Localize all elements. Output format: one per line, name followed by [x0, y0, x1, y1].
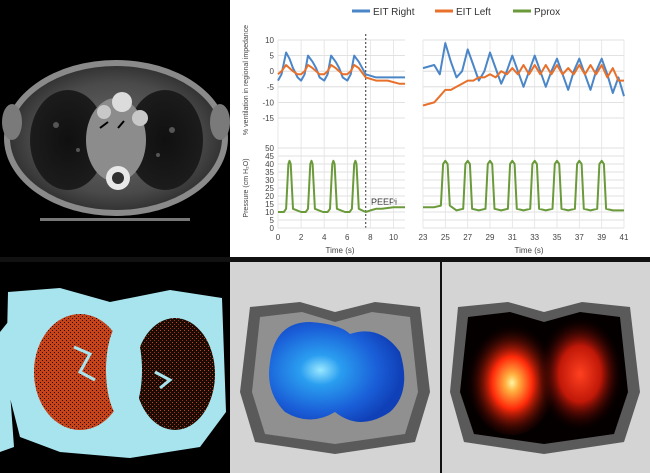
series-line-pprox: [423, 159, 624, 212]
x-tick-label: 0: [276, 233, 281, 242]
x-tick-label: 8: [368, 233, 373, 242]
y-tick-label: 10: [265, 208, 274, 217]
x-tick-label: 37: [575, 233, 584, 242]
y-tick-label: 30: [265, 176, 274, 185]
series-line-eit-right: [277, 51, 405, 82]
segmented-ct-image: [0, 262, 230, 473]
ct-scan-image: [0, 0, 230, 257]
y-tick-label: 5: [270, 216, 275, 225]
chart-series: [277, 42, 625, 213]
y-tick-label: -15: [262, 114, 274, 123]
x-tick-label: 4: [322, 233, 327, 242]
x-tick-label: 41: [620, 233, 629, 242]
xlabel-left: Time (s): [325, 246, 354, 255]
x-tick-label: 33: [530, 233, 539, 242]
y-tick-label: 35: [265, 168, 274, 177]
x-tick-label: 35: [553, 233, 562, 242]
y-tick-label: -10: [262, 98, 274, 107]
x-tick-label: 39: [597, 233, 606, 242]
y-tick-label: 45: [265, 152, 274, 161]
y-tick-label: 25: [265, 184, 274, 193]
y-tick-label: 15: [265, 200, 274, 209]
legend-label-eit-right: EIT Right: [373, 7, 415, 18]
y-tick-label: 10: [265, 36, 274, 45]
vertical-divider: [440, 262, 442, 473]
legend-label-eit-left: EIT Left: [456, 7, 491, 18]
x-tick-label: 31: [508, 233, 517, 242]
legend-label-pprox: Pprox: [534, 7, 560, 18]
y-tick-label: 50: [265, 144, 274, 153]
xlabel-right: Time (s): [514, 246, 543, 255]
x-tick-label: 6: [345, 233, 350, 242]
eit-blue-drawing: [240, 302, 430, 454]
eit-blue-image: [230, 262, 440, 473]
y-tick-label: -5: [267, 83, 275, 92]
eit-red-image: [442, 262, 650, 473]
series-line-eit-left: [422, 64, 624, 107]
peepi-annotation: PEEPi: [371, 197, 397, 207]
x-tick-label: 25: [441, 233, 450, 242]
eit-chart-panel: EIT Right EIT Left Pprox % ventilation i…: [230, 0, 650, 257]
y-tick-label: 20: [265, 192, 274, 201]
series-line-eit-right: [422, 42, 625, 97]
ylabel-top: % ventilation in regional impedance: [243, 25, 250, 135]
x-tick-label: 29: [486, 233, 495, 242]
x-tick-label: 10: [389, 233, 398, 242]
eit-chart: EIT Right EIT Left Pprox % ventilation i…: [243, 7, 629, 255]
series-line-pprox: [278, 159, 405, 213]
horizontal-divider: [0, 257, 650, 262]
ct-scan-drawing: [2, 60, 230, 221]
y-tick-label: 5: [270, 52, 275, 61]
x-tick-label: 23: [419, 233, 428, 242]
x-tick-label: 2: [299, 233, 304, 242]
segmentation-drawing: [0, 288, 226, 458]
chart-legend: EIT Right EIT Left Pprox: [352, 7, 560, 18]
y-tick-label: 0: [270, 224, 275, 233]
x-tick-label: 27: [463, 233, 472, 242]
eit-red-drawing: [450, 302, 640, 454]
y-tick-label: 0: [270, 67, 275, 76]
series-line-eit-left: [277, 64, 405, 85]
ylabel-bottom: Pressure (cm H₂O): [243, 158, 250, 217]
y-tick-label: 40: [265, 160, 274, 169]
